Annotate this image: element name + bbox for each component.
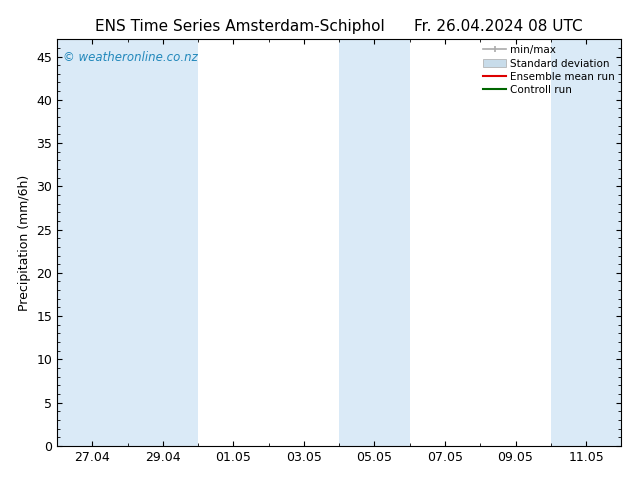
Legend: min/max, Standard deviation, Ensemble mean run, Controll run: min/max, Standard deviation, Ensemble me… [479, 41, 619, 99]
Bar [551, 39, 621, 446]
Title: ENS Time Series Amsterdam-Schiphol      Fr. 26.04.2024 08 UTC: ENS Time Series Amsterdam-Schiphol Fr. 2… [95, 19, 583, 34]
Y-axis label: Precipitation (mm/6h): Precipitation (mm/6h) [18, 174, 31, 311]
Bar [57, 39, 127, 446]
Bar [127, 39, 198, 446]
Bar [339, 39, 410, 446]
Text: © weatheronline.co.nz: © weatheronline.co.nz [63, 51, 197, 64]
